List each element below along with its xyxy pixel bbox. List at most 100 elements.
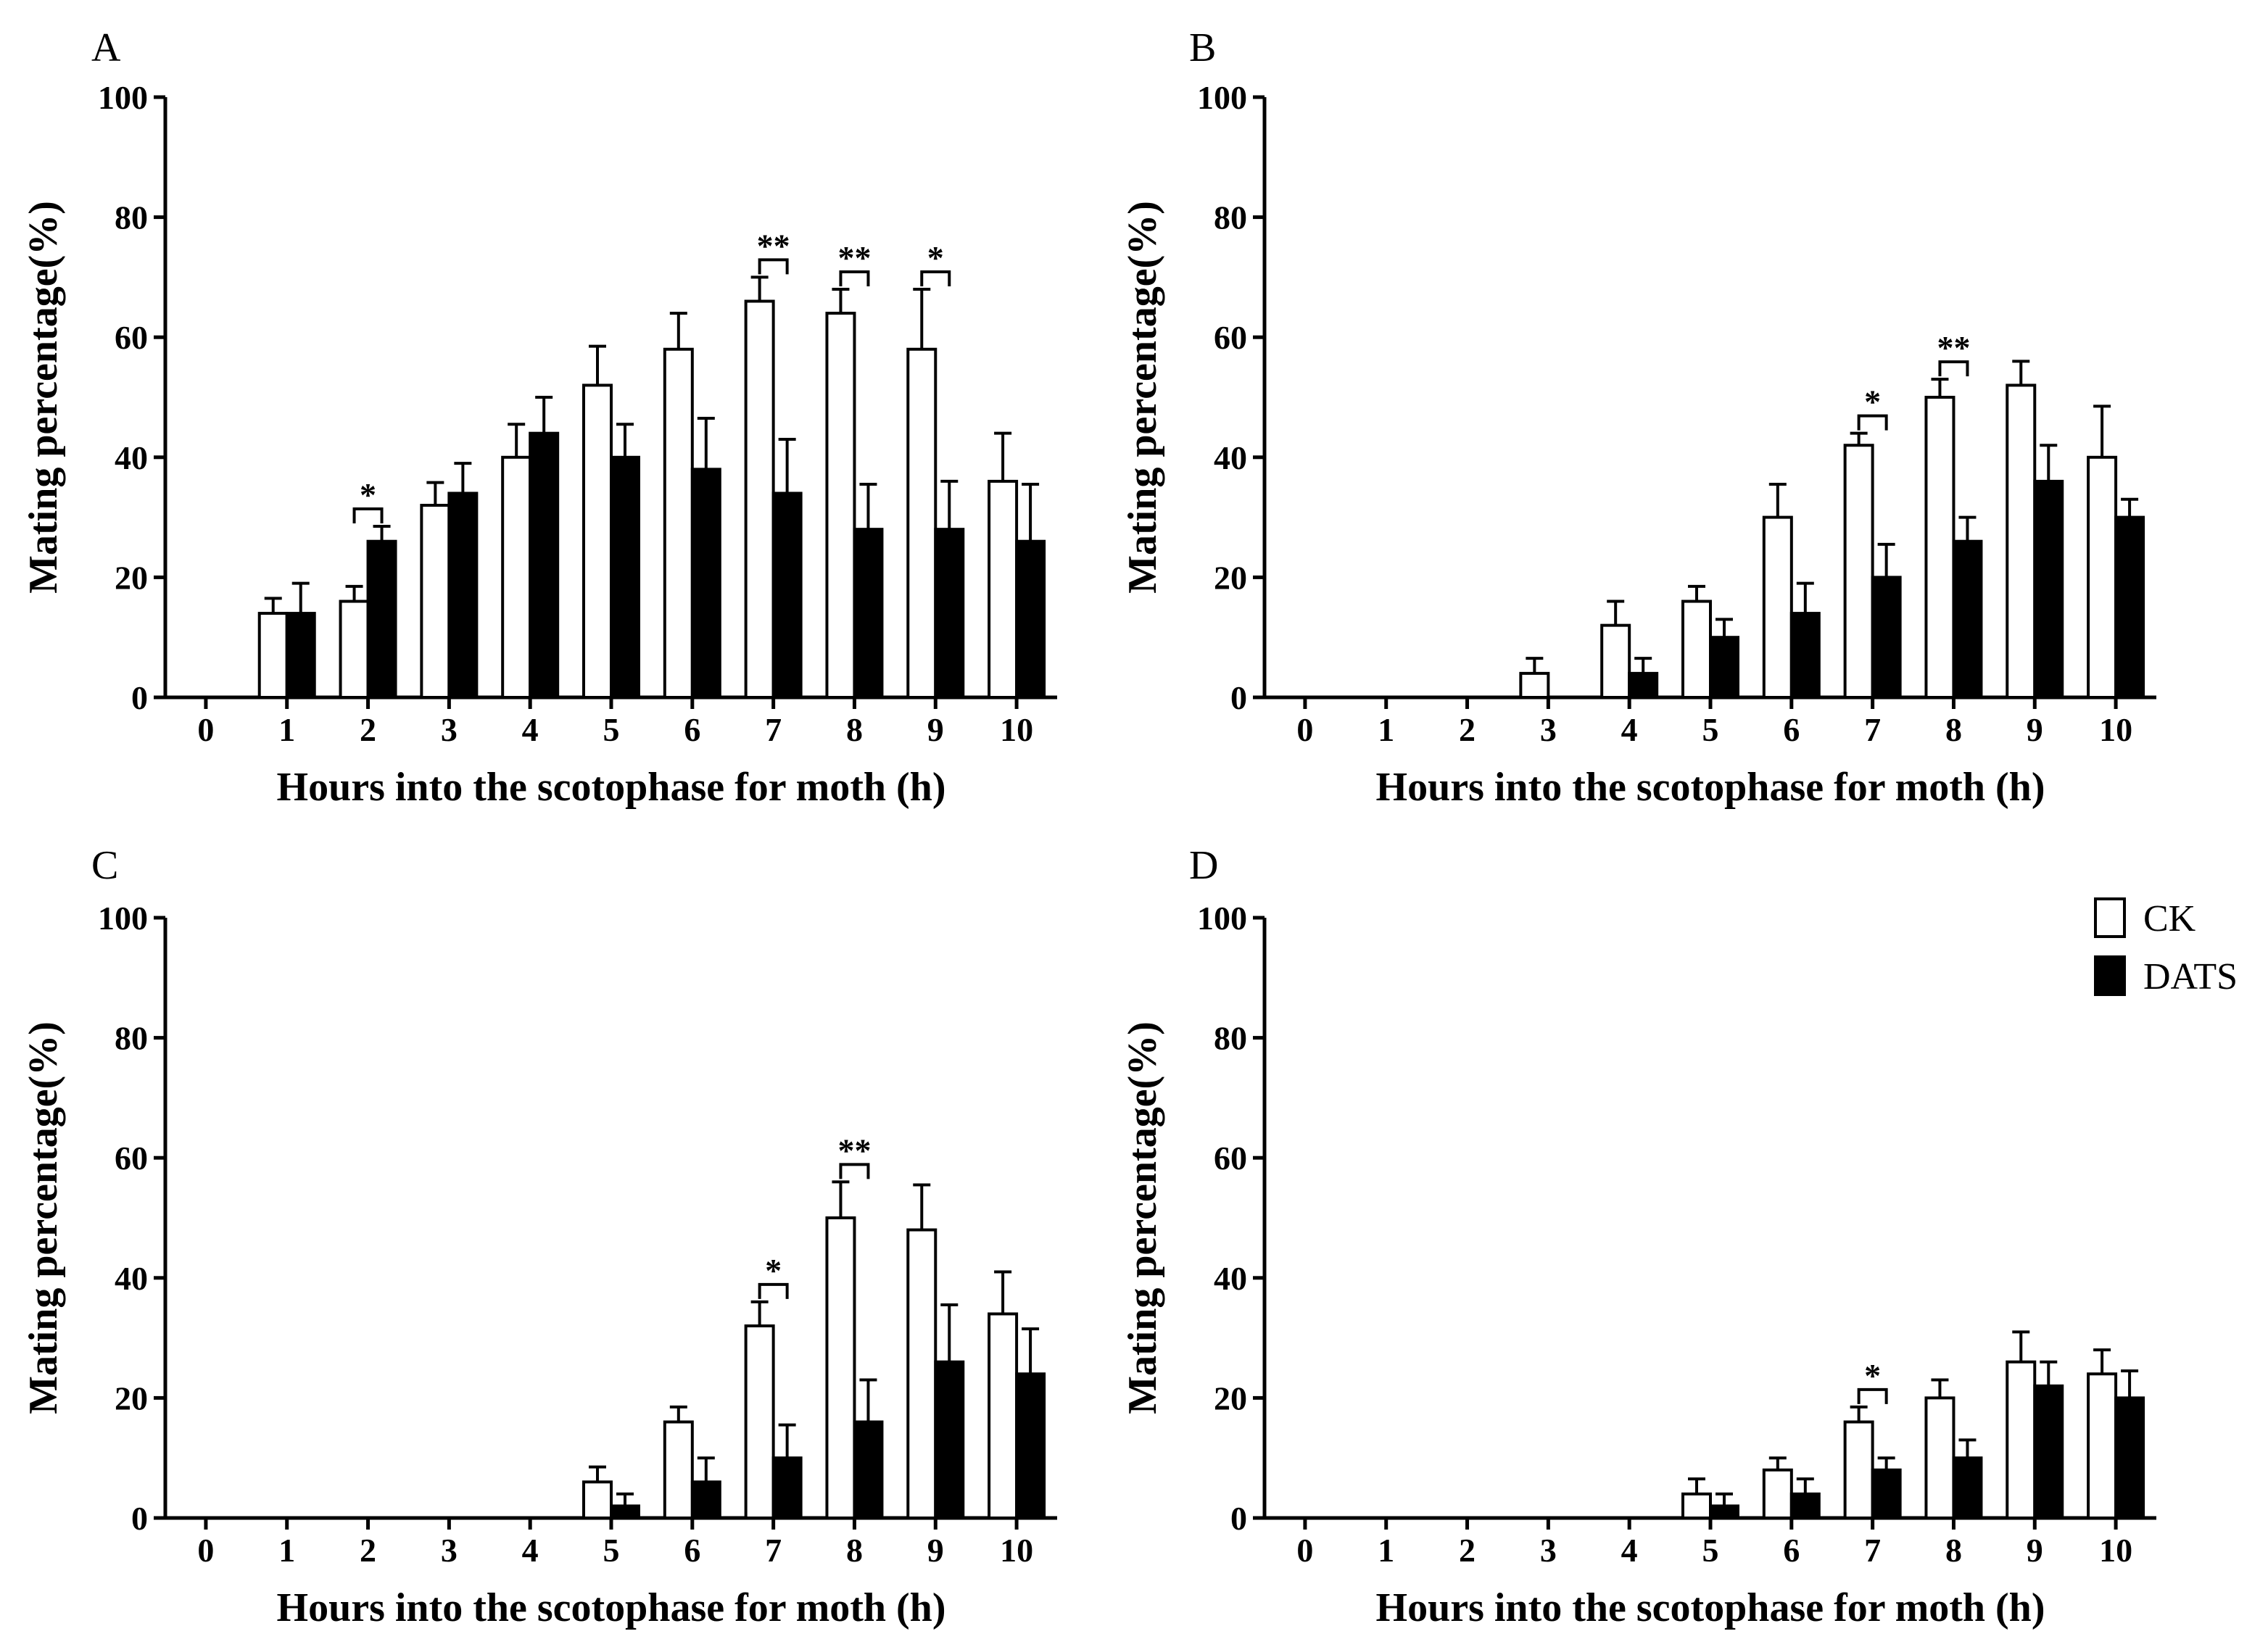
significance-label: * (765, 1252, 782, 1289)
x-tick-label: 5 (603, 711, 620, 748)
bar-ck (1762, 515, 1793, 699)
y-tick-label: 0 (131, 1500, 148, 1537)
panel-label: A (91, 25, 121, 70)
y-tick-label: 40 (1214, 439, 1247, 476)
x-tick-label: 4 (522, 711, 539, 748)
x-tick-label: 7 (765, 1532, 782, 1569)
x-tick-label: 2 (360, 711, 376, 748)
panel-d: D 0 20 40 60 80 100 0 1 2 3 4 5 6 7 8 9 10 Hours into the … (1120, 843, 2156, 1630)
legend-swatch-ck (2094, 897, 2126, 938)
bar-ck (825, 1216, 856, 1519)
x-tick-label: 9 (2027, 1532, 2043, 1569)
y-tick-label: 20 (115, 1380, 148, 1416)
x-tick-label: 5 (1702, 1532, 1719, 1569)
bar-ck (1681, 1492, 1712, 1519)
y-tick-label: 100 (1197, 79, 1247, 116)
bar-dats (1789, 612, 1821, 700)
x-axis-title: Hours into the scotophase for moth (h) (1376, 1585, 2045, 1630)
bar-ck (825, 312, 856, 699)
legend: CK DATS (2094, 897, 2238, 997)
bar-dats (1709, 636, 1739, 700)
x-tick-label: 4 (1621, 1532, 1638, 1569)
bar-ck (2006, 1360, 2037, 1519)
significance-bracket (1938, 360, 1969, 377)
bar-dats (771, 491, 803, 699)
y-tick-label: 80 (1214, 1020, 1247, 1057)
y-axis-title: Mating percentage(%) (1120, 201, 1165, 594)
y-tick-label: 20 (1214, 559, 1247, 596)
x-tick-label: 6 (1783, 1532, 1800, 1569)
significance-label: ** (837, 1132, 871, 1169)
x-tick-label: 0 (197, 1532, 214, 1569)
significance-label: ** (837, 239, 871, 276)
significance-bracket (839, 1163, 870, 1179)
y-tick-label: 0 (131, 679, 148, 716)
bar-ck (339, 600, 370, 700)
y-tick-label: 60 (115, 1140, 148, 1177)
x-tick-label: 6 (684, 1532, 700, 1569)
x-tick-label: 8 (1945, 711, 1962, 748)
x-tick-label: 10 (1000, 1532, 1033, 1569)
y-axis-title: Mating percentage(%) (21, 201, 66, 594)
bar-dats (690, 1480, 721, 1519)
significance-label: ** (757, 227, 790, 264)
bar-ck (257, 612, 289, 700)
bar-ck (501, 455, 532, 699)
bar-ck (906, 347, 938, 699)
bar-dats (610, 1504, 640, 1519)
bar-ck (2006, 383, 2037, 699)
x-tick-label: 10 (1000, 711, 1033, 748)
x-axis-title: Hours into the scotophase for moth (h) (277, 765, 946, 810)
bar-dats (1789, 1492, 1821, 1519)
bar-ck (663, 347, 694, 699)
significance-bracket (352, 507, 384, 524)
x-tick-label: 9 (927, 711, 944, 748)
x-tick-label: 6 (1783, 711, 1800, 748)
x-tick-label: 0 (1296, 711, 1313, 748)
x-axis-title: Hours into the scotophase for moth (h) (277, 1585, 946, 1630)
y-tick-label: 20 (115, 559, 148, 596)
panel-c: C 0 20 40 60 80 100 0 1 2 3 4 5 6 7 8 9 10 Hours into the … (21, 843, 1057, 1630)
bar-dats (1628, 671, 1659, 700)
bar-ck (663, 1420, 694, 1520)
legend-swatch-dats (2094, 955, 2126, 996)
bar-ck (420, 504, 451, 699)
y-axis-title: Mating percentage(%) (21, 1021, 66, 1414)
bar-ck (1843, 444, 1874, 699)
bar-dats (1709, 1504, 1739, 1519)
panel-b: B 0 20 40 60 80 100 0 1 2 3 4 5 6 7 8 9 10 Hours into the … (1120, 25, 2156, 810)
y-axis-title: Mating percentage(%) (1120, 1021, 1165, 1414)
panel-label: B (1189, 25, 1216, 70)
bar-dats (853, 1420, 884, 1520)
bar-ck (988, 1312, 1019, 1519)
bar-ck (744, 1324, 775, 1520)
bar-dats (1952, 1456, 1983, 1519)
bar-ck (1924, 1396, 1955, 1520)
bar-ck (582, 383, 613, 699)
y-tick-label: 0 (1230, 1500, 1247, 1537)
y-tick-label: 60 (1214, 1140, 1247, 1177)
x-tick-label: 1 (278, 1532, 295, 1569)
x-tick-label: 1 (1378, 1532, 1394, 1569)
significance-label: * (1864, 383, 1881, 420)
bar-dats (934, 528, 965, 699)
y-tick-label: 40 (115, 439, 148, 476)
significance-label: * (1864, 1357, 1881, 1394)
significance-label: * (927, 239, 944, 276)
significance-bracket (839, 270, 870, 286)
y-tick-label: 100 (98, 900, 148, 937)
bar-dats (2033, 479, 2064, 699)
bar-dats (366, 539, 397, 699)
bar-ck (744, 299, 775, 699)
x-tick-label: 1 (278, 711, 295, 748)
bar-dats (2114, 515, 2145, 699)
significance-bracket (758, 1282, 789, 1299)
bar-dats (1871, 1468, 1902, 1520)
bar-dats (2033, 1384, 2064, 1519)
bar-dats (447, 491, 479, 699)
bar-dats (771, 1456, 803, 1519)
bar-dats (285, 612, 316, 700)
x-tick-label: 3 (441, 1532, 458, 1569)
bar-dats (1952, 539, 1983, 699)
